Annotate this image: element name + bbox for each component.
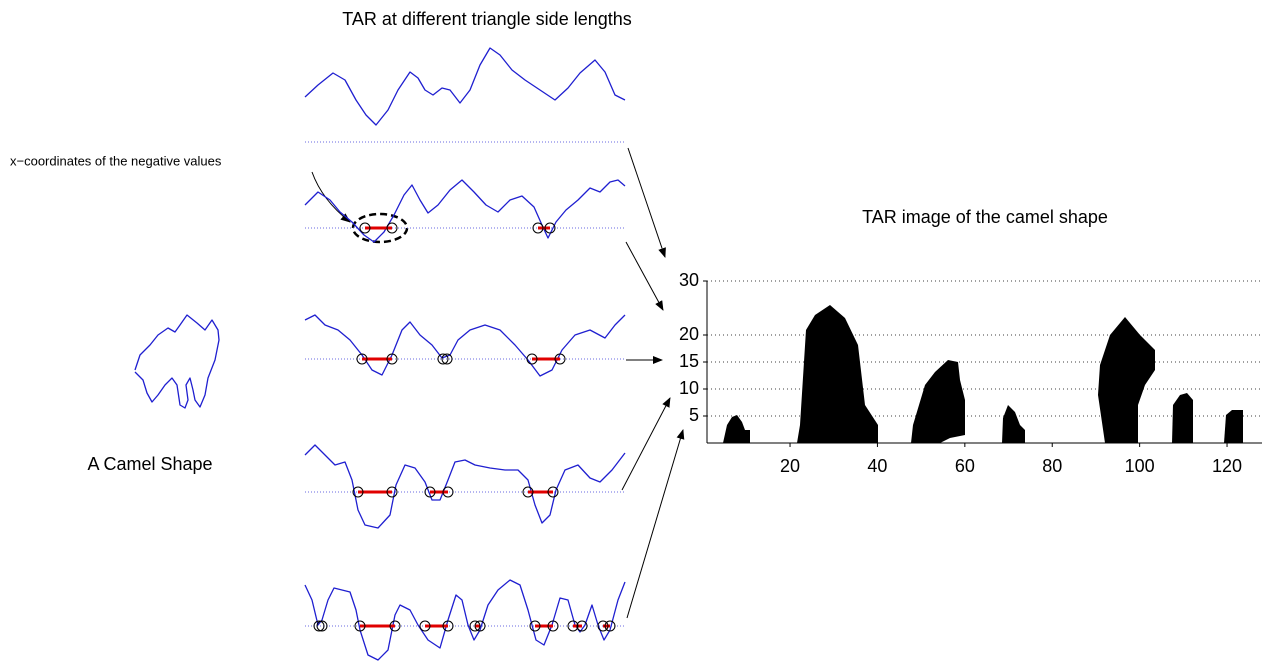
y-tick-label: 30: [679, 270, 699, 290]
tar-curve: [304, 314, 626, 377]
figure-title: TAR at different triangle side lengths: [342, 9, 632, 29]
x-tick-label: 120: [1212, 456, 1242, 476]
x-tick-label: 40: [867, 456, 887, 476]
x-tick-label: 80: [1042, 456, 1062, 476]
x-tick-label: 20: [780, 456, 800, 476]
negative-intervals: [356, 353, 566, 365]
negative-intervals: [352, 486, 559, 498]
x-tick-label: 60: [955, 456, 975, 476]
y-tick-label: 20: [679, 324, 699, 344]
x-tick-label: 100: [1125, 456, 1155, 476]
tar-curve: [304, 444, 626, 529]
shape-label: A Camel Shape: [87, 454, 212, 474]
y-tick-label: 15: [679, 351, 699, 371]
annotation: x−coordinates of the negative values: [10, 153, 222, 168]
annotation-arrow: [311, 171, 351, 223]
image-title: TAR image of the camel shape: [862, 207, 1108, 227]
negative-intervals: [313, 620, 616, 632]
y-tick-label: 5: [689, 405, 699, 425]
tar-curve: [304, 179, 626, 243]
camel-shape: [134, 314, 220, 409]
tar-image: [723, 305, 1243, 443]
tar-curve: [304, 47, 626, 126]
negative-intervals: [359, 222, 556, 234]
row-arrows: [621, 147, 685, 619]
y-tick-label: 10: [679, 378, 699, 398]
tar-curve: [304, 579, 626, 661]
